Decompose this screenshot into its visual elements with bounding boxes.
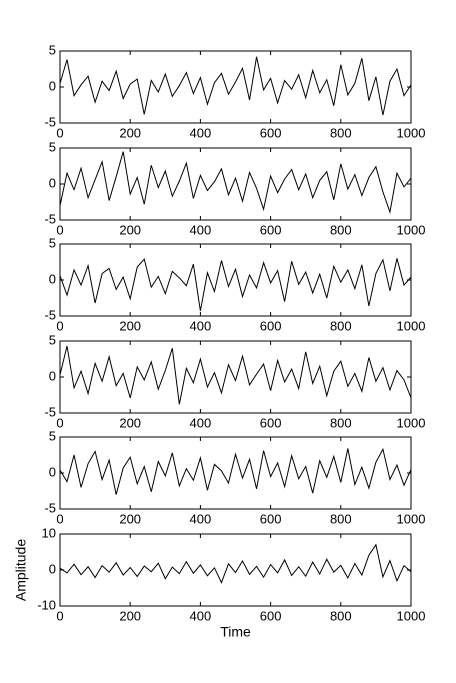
x-tick-label: 200 (119, 511, 141, 526)
x-tick-label: 800 (330, 125, 352, 140)
x-tick-label: 400 (190, 608, 212, 623)
axes-box (59, 533, 412, 607)
y-tick-label: 5 (49, 42, 56, 57)
y-tick-label: -5 (44, 500, 56, 515)
x-tick-label: 0 (56, 608, 63, 623)
x-tick-label: 800 (330, 318, 352, 333)
signal-line (59, 56, 412, 116)
y-tick-label: -5 (44, 114, 56, 129)
x-tick-label: 1000 (397, 222, 426, 237)
axes-box (59, 436, 412, 510)
y-tick-label: 5 (49, 235, 56, 250)
x-tick-label: 600 (260, 125, 282, 140)
x-tick-label: 0 (56, 415, 63, 430)
y-axis-label: Amplitude (13, 539, 29, 601)
x-tick-label: 200 (119, 608, 141, 623)
y-tick-label: -5 (44, 307, 56, 322)
y-tick-label: 5 (49, 428, 56, 443)
x-tick-label: 800 (330, 511, 352, 526)
signal-line (59, 151, 412, 215)
axes-box (59, 50, 412, 124)
x-tick-label: 400 (190, 415, 212, 430)
x-tick-label: 400 (190, 125, 212, 140)
x-tick-label: 0 (56, 125, 63, 140)
x-tick-label: 200 (119, 222, 141, 237)
signal-line (59, 447, 412, 495)
axes-box (59, 243, 412, 317)
x-tick-label: 800 (330, 222, 352, 237)
x-tick-label: 1000 (397, 511, 426, 526)
x-tick-label: 0 (56, 222, 63, 237)
x-tick-label: 0 (56, 318, 63, 333)
x-tick-label: 1000 (397, 125, 426, 140)
x-tick-label: 400 (190, 511, 212, 526)
y-tick-label: 0 (49, 271, 56, 286)
x-tick-label: 1000 (397, 318, 426, 333)
y-tick-label: -5 (44, 211, 56, 226)
signal-line (59, 345, 412, 405)
y-tick-label: 10 (42, 525, 56, 540)
axes-box (59, 340, 412, 414)
signal-line (59, 258, 412, 312)
x-tick-label: 600 (260, 608, 282, 623)
y-tick-label: 0 (49, 464, 56, 479)
y-tick-label: 0 (49, 368, 56, 383)
x-tick-label: 600 (260, 415, 282, 430)
y-tick-label: 0 (49, 78, 56, 93)
y-tick-label: 0 (49, 561, 56, 576)
x-tick-label: 200 (119, 125, 141, 140)
x-tick-label: 600 (260, 222, 282, 237)
x-tick-label: 200 (119, 318, 141, 333)
x-tick-label: 0 (56, 511, 63, 526)
y-tick-label: -5 (44, 404, 56, 419)
x-tick-label: 600 (260, 318, 282, 333)
y-tick-label: -10 (37, 597, 56, 612)
x-tick-label: 200 (119, 415, 141, 430)
x-tick-label: 1000 (397, 608, 426, 623)
signal-line (59, 543, 412, 584)
y-tick-label: 0 (49, 175, 56, 190)
x-tick-label: 400 (190, 318, 212, 333)
axes-box (59, 147, 412, 221)
x-tick-label: 1000 (397, 415, 426, 430)
y-tick-label: 5 (49, 139, 56, 154)
x-tick-label: 400 (190, 222, 212, 237)
x-tick-label: 600 (260, 511, 282, 526)
x-tick-label: 800 (330, 415, 352, 430)
x-axis-label: Time (220, 624, 251, 640)
x-tick-label: 800 (330, 608, 352, 623)
y-tick-label: 5 (49, 332, 56, 347)
